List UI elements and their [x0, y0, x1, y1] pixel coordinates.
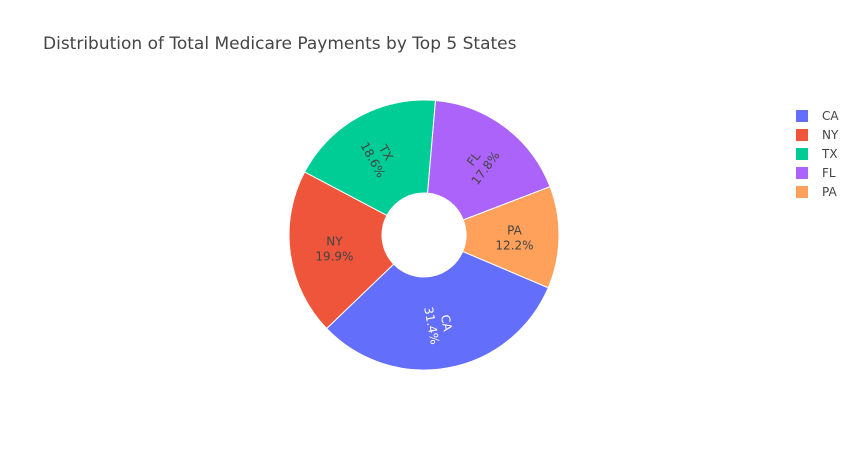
legend-swatch [796, 185, 808, 198]
slice-ca[interactable] [325, 250, 549, 371]
slice-fl[interactable] [427, 99, 551, 221]
legend-item-tx[interactable]: TX [796, 144, 839, 163]
legend-item-ny[interactable]: NY [796, 125, 839, 144]
legend-swatch [796, 109, 808, 122]
slice-label-name: CA [438, 313, 455, 333]
legend-label: PA [822, 184, 837, 199]
slice-label-name: NY [326, 235, 343, 249]
legend-label: TX [822, 146, 838, 161]
legend-item-pa[interactable]: PA [796, 182, 839, 201]
legend-item-fl[interactable]: FL [796, 163, 839, 182]
chart-title: Distribution of Total Medicare Payments … [43, 34, 517, 54]
slice-tx[interactable] [303, 99, 437, 217]
legend: CA NY TX FL PA [796, 106, 839, 201]
slice-pa[interactable] [462, 186, 560, 289]
slice-label-name: PA [507, 224, 522, 238]
slice-label-percent: 31.4% [421, 306, 442, 346]
slice-label-name: TX [376, 142, 396, 163]
slice-label-percent: 12.2% [495, 239, 533, 253]
legend-swatch [796, 147, 808, 160]
legend-label: CA [822, 108, 839, 123]
legend-label: FL [822, 165, 836, 180]
slice-ny[interactable] [288, 171, 395, 330]
legend-swatch [796, 166, 808, 179]
legend-label: NY [822, 127, 839, 142]
legend-swatch [796, 128, 808, 141]
legend-item-ca[interactable]: CA [796, 106, 839, 125]
slice-label-percent: 19.9% [315, 250, 353, 264]
